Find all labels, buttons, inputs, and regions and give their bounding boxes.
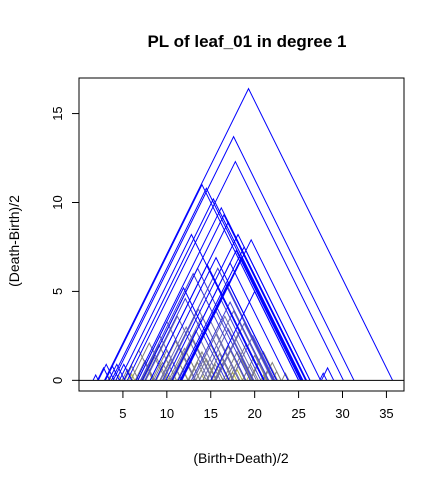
y-tick-label-0: 0 <box>50 377 65 384</box>
landscape-primary-17 <box>171 249 301 381</box>
landscape-tertiary-12 <box>192 332 240 381</box>
landscape-quaternary-28 <box>241 363 259 381</box>
landscape-primary-20 <box>137 286 230 381</box>
landscape-quaternary-31 <box>121 368 134 381</box>
landscape-secondary-5 <box>144 297 227 381</box>
landscape-minor-10 <box>260 373 267 381</box>
landscape-quaternary-23 <box>195 357 218 381</box>
landscape-secondary-7 <box>190 300 270 381</box>
x-axis: 5 10 15 20 25 30 35 <box>119 390 394 421</box>
landscape-quaternary-17 <box>142 356 167 381</box>
y-tick-label-5: 5 <box>50 288 65 295</box>
chart-title: PL of leaf_01 in degree 1 <box>147 32 346 51</box>
landscape-primary-7 <box>141 213 307 381</box>
landscape-tertiary-14 <box>215 322 273 381</box>
landscape-primary-13 <box>149 263 265 381</box>
landscape-quaternary-9 <box>205 352 234 381</box>
landscape-tertiary-11 <box>170 329 221 381</box>
landscape-quaternary-11 <box>222 350 252 381</box>
landscape-primary-4 <box>111 187 302 381</box>
landscape-primary-28 <box>92 373 99 381</box>
landscape-quaternary-6 <box>172 338 214 381</box>
landscape-primary-18 <box>179 281 278 381</box>
landscape-minor-1 <box>128 372 136 381</box>
landscape-primary-2 <box>126 160 344 381</box>
landscape-primary-10 <box>177 245 311 381</box>
landscape-tertiary-1 <box>145 315 210 381</box>
landscape-primary-12 <box>118 233 264 381</box>
x-tick-label-25: 25 <box>291 406 305 421</box>
plot-frame <box>78 77 405 392</box>
landscape-primary-22 <box>319 372 328 381</box>
landscape-primary-21 <box>320 366 335 381</box>
landscape-quaternary-2 <box>140 343 177 381</box>
landscape-tertiary-6 <box>198 309 269 381</box>
x-tick-label-20: 20 <box>247 406 261 421</box>
y-axis: 0 5 10 15 <box>50 106 80 384</box>
landscape-primary-1 <box>112 135 355 381</box>
landscape-primary-19 <box>210 290 300 381</box>
x-tick-label-10: 10 <box>160 406 174 421</box>
landscape-tertiary-13 <box>202 327 255 381</box>
landscape-quaternary-22 <box>188 361 207 381</box>
y-tick-label-10: 10 <box>50 195 65 209</box>
x-axis-label: (Birth+Death)/2 <box>193 450 289 466</box>
landscape-tertiary-3 <box>169 315 235 381</box>
y-axis-label: (Death-Birth)/2 <box>6 195 22 287</box>
landscape-quaternary-18 <box>153 361 172 381</box>
landscape-quaternary-14 <box>248 350 278 381</box>
landscape-primary-25 <box>104 364 120 381</box>
x-tick-label-15: 15 <box>204 406 218 421</box>
landscape-quaternary-30 <box>124 364 140 381</box>
landscape-primary-16 <box>180 256 303 381</box>
x-tick-label-5: 5 <box>119 406 126 421</box>
landscape-primary-27 <box>115 363 133 381</box>
landscape-quaternary-34 <box>281 372 290 381</box>
landscape-minor-7 <box>231 368 243 381</box>
landscape-primary-5 <box>123 197 304 381</box>
x-tick-label-35: 35 <box>379 406 393 421</box>
landscape-lines <box>92 87 394 381</box>
landscape-tertiary-9 <box>159 325 213 381</box>
landscape-primary-0 <box>104 87 394 381</box>
x-tick-label-30: 30 <box>335 406 349 421</box>
landscape-quaternary-21 <box>176 356 201 381</box>
landscape-secondary-2 <box>161 267 274 381</box>
landscape-quaternary-16 <box>134 359 155 381</box>
landscape-primary-11 <box>181 238 322 381</box>
y-tick-label-15: 15 <box>50 106 65 120</box>
landscape-primary-26 <box>108 363 126 381</box>
landscape-minor-11 <box>107 375 112 381</box>
